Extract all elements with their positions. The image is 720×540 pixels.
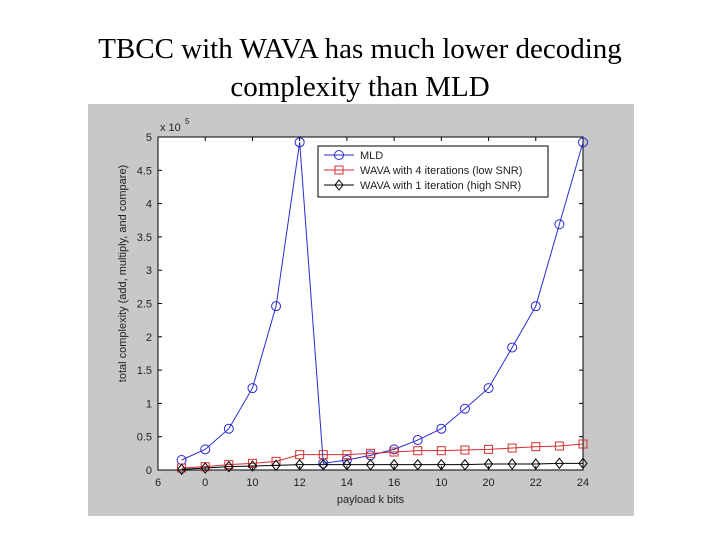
y-tick-label: 1 [146, 398, 152, 410]
y-axis-label: total complexity (add, multiply, and com… [117, 165, 129, 382]
y-tick-label: 3 [146, 265, 152, 277]
marker [460, 445, 470, 455]
marker [342, 450, 352, 460]
marker [334, 179, 344, 191]
title-line: complexity than MLD [230, 71, 489, 103]
marker [318, 450, 328, 460]
marker [554, 441, 564, 451]
legend-label: MLD [360, 150, 383, 162]
marker [531, 458, 541, 470]
x-axis-label: payload k bits [337, 494, 405, 506]
marker [413, 446, 423, 456]
marker [530, 301, 541, 312]
y-tick-label: 5 [146, 132, 152, 144]
marker [578, 457, 588, 470]
y-tick-label: 4 [146, 199, 152, 211]
y-tick-label: 1.5 [137, 365, 152, 377]
marker [224, 460, 234, 470]
marker [365, 458, 376, 471]
marker [200, 444, 211, 455]
marker [578, 439, 588, 449]
legend-box [317, 145, 549, 198]
title-line: TBCC with WAVA has much lower decoding [98, 33, 622, 65]
x-tick-label: 0 [202, 477, 208, 489]
marker [271, 459, 281, 472]
marker [295, 458, 305, 471]
marker [295, 450, 305, 460]
x-tick-label: 22 [530, 477, 542, 489]
marker [484, 444, 494, 454]
marker [507, 443, 517, 453]
marker [318, 458, 328, 471]
marker [247, 458, 257, 468]
marker [247, 460, 258, 472]
marker [389, 458, 399, 471]
marker [578, 137, 588, 148]
marker [247, 383, 258, 394]
marker [436, 458, 446, 471]
x-tick-label: 14 [341, 477, 353, 489]
marker [294, 137, 305, 148]
marker [554, 457, 565, 470]
x-tick-label: 6 [155, 477, 161, 489]
multiplier: x 10 [160, 122, 181, 134]
marker [460, 458, 470, 471]
marker [412, 435, 423, 446]
legend-label: WAVA with 1 iteration (high SNR) [360, 180, 521, 192]
y-tick-label: 0.5 [137, 432, 152, 444]
marker [554, 219, 565, 230]
x-tick-label: 20 [482, 477, 494, 489]
marker [436, 423, 447, 434]
marker [459, 403, 470, 414]
x-tick-label: 12 [294, 477, 306, 489]
marker [436, 446, 446, 456]
x-tick-label: 24 [577, 477, 589, 489]
marker [507, 342, 518, 353]
marker [531, 442, 541, 452]
marker [200, 462, 210, 474]
y-tick-label: 2 [146, 332, 152, 344]
marker [224, 460, 234, 473]
y-tick-label: 2.5 [137, 299, 152, 311]
chart-title: TBCC with WAVA has much lower decoding co… [98, 33, 622, 103]
marker [483, 383, 494, 394]
marker [483, 458, 494, 470]
multiplier-exponent: 5 [185, 117, 190, 126]
y-tick-label: 3.5 [137, 232, 152, 244]
marker [366, 448, 375, 458]
marker [389, 447, 399, 457]
marker [507, 458, 517, 470]
marker [271, 301, 282, 312]
marker [334, 150, 344, 160]
marker [334, 165, 344, 175]
marker [342, 458, 352, 471]
x-tick-label: 10 [435, 477, 447, 489]
x-tick-label: 16 [388, 477, 400, 489]
legend-label: WAVA with 4 iterations (low SNR) [360, 165, 522, 177]
marker [176, 463, 187, 476]
x-tick-label: 10 [246, 477, 258, 489]
y-tick-label: 0 [146, 465, 152, 477]
y-tick-label: 4.5 [137, 165, 152, 177]
marker [413, 458, 423, 471]
marker [223, 423, 234, 434]
